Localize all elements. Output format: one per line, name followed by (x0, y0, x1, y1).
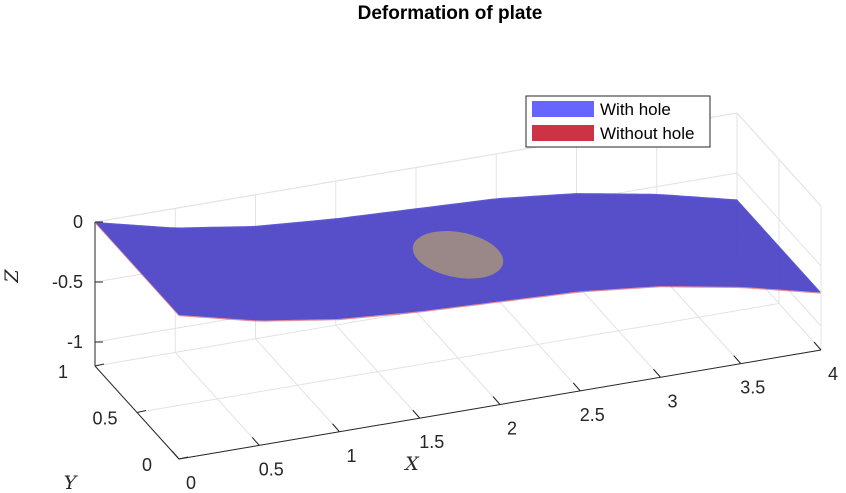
x-tick-label: 1 (346, 446, 356, 466)
surfaces (95, 193, 821, 322)
y-tick-label: 1 (58, 362, 68, 382)
x-tick-label: 0.5 (259, 459, 284, 479)
x-tick (572, 382, 581, 392)
x-tick (653, 368, 661, 378)
x-tick-label: 4 (828, 364, 838, 384)
grid-line (736, 172, 822, 267)
x-tick (171, 450, 180, 460)
z-tick-label: -1 (67, 332, 83, 352)
z-tick-label: -0.5 (52, 272, 83, 292)
x-tick-label: 2.5 (580, 405, 605, 425)
legend-swatch-with-hole (532, 101, 594, 117)
legend-label-without-hole: Without hole (600, 124, 695, 143)
chart-title: Deformation of plate (358, 3, 543, 24)
y-tick-label: 0 (142, 455, 152, 475)
z-tick-label: 0 (73, 212, 83, 232)
x-tick-label: 3 (667, 391, 677, 411)
y-axis-label: Y (64, 472, 79, 493)
x-tick (332, 423, 340, 433)
y-tick (178, 456, 189, 460)
x-tick-label: 1.5 (419, 432, 444, 452)
y-tick (136, 410, 147, 413)
x-axis-label: X (403, 453, 420, 475)
axes: 0 0.5 1 1.5 2 2.5 3 3.5 4 0 0.5 1 0 -0.5 -1 (52, 212, 838, 493)
legend: With hole Without hole (525, 95, 711, 148)
legend-label-with-hole: With hole (600, 100, 671, 119)
x-tick (251, 437, 260, 446)
x-tick (412, 409, 421, 419)
legend-swatch-without-hole (532, 125, 594, 141)
grid-line (736, 112, 822, 207)
x-tick-label: 2 (507, 419, 517, 439)
y-tick (94, 363, 105, 367)
y-tick-label: 0.5 (92, 409, 117, 429)
z-axis-label: Z (1, 269, 23, 284)
grid-line (136, 303, 780, 413)
x-tick (733, 355, 742, 364)
x-tick-label: 0 (186, 473, 196, 493)
x-tick (492, 396, 501, 405)
x-tick-label: 3.5 (740, 378, 765, 398)
x-tick (813, 341, 822, 351)
plate-hole (412, 231, 504, 279)
